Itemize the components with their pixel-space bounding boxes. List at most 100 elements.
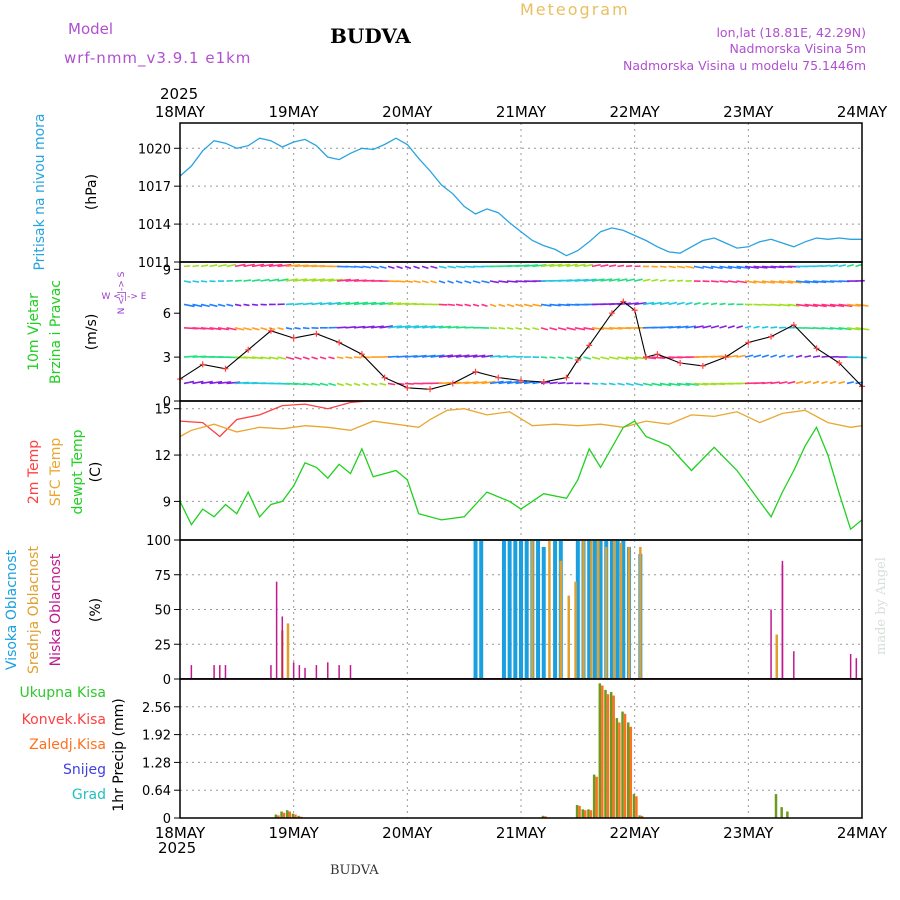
wind-vector: [608, 278, 620, 282]
wind-vector: [336, 278, 351, 282]
wind-vector: [421, 354, 436, 358]
cloud-bar-high_cloud: [479, 540, 484, 679]
wind-vector: [268, 278, 280, 282]
wind-vector: [600, 264, 609, 268]
wind-vector: [753, 280, 766, 284]
wind-vector: [702, 265, 714, 270]
wind-vector: [693, 325, 704, 329]
y-tick-label: 2.56: [142, 701, 171, 716]
wind-vector: [404, 382, 414, 385]
wind-vector: [472, 280, 481, 284]
wind-vector: [362, 382, 369, 387]
wind-vector: [336, 356, 344, 360]
y-tick-label: 1011: [138, 256, 171, 271]
cloud-bar-high_cloud: [513, 540, 518, 679]
wind-vector: [659, 382, 672, 387]
panels: 1011 1014 1017 1020 Pritisak na nivou mora (h…: [4, 113, 870, 827]
wind-vector: [829, 264, 839, 268]
credit-label: made by Angel: [874, 557, 889, 655]
precip-bar-total: [541, 815, 545, 818]
wind-vector: [770, 303, 781, 307]
wind-vector: [447, 325, 459, 329]
y-tick-label: 6: [163, 307, 171, 322]
wind-vector: [438, 280, 446, 284]
wind-vector: [226, 303, 234, 307]
wind-vector: [770, 354, 778, 358]
cloud-bar-mid_cloud: [548, 540, 551, 679]
x-tick-label-top: 20MAY: [382, 103, 433, 121]
wind-speed-marker: [222, 365, 229, 372]
wind-speed-marker: [313, 330, 320, 337]
precip-bar-total: [297, 815, 300, 818]
wind-vector: [829, 303, 845, 308]
wind-vector: [311, 278, 326, 282]
wind-vector: [234, 303, 242, 307]
year-label-bottom: 2025: [158, 839, 196, 857]
wind-compass-we: W <-|-> E: [102, 292, 147, 302]
precip-bar-total: [285, 810, 289, 818]
wind-vector: [217, 381, 232, 385]
pressure-unit: (hPa): [84, 174, 100, 210]
y-tick-label: 9: [163, 495, 171, 510]
wind-vector: [498, 327, 506, 330]
cloud-bar-low_cloud: [338, 665, 340, 679]
precip-bar-total: [626, 722, 630, 818]
wind-speed-marker: [643, 354, 650, 361]
wind-vector: [336, 382, 344, 387]
pressure-axis-title: Pritisak na nivou mora: [32, 113, 48, 270]
x-tick-label-bottom: 22MAY: [610, 824, 661, 842]
wind-speed-marker: [586, 342, 593, 349]
cloud-bar-high_cloud: [553, 540, 558, 679]
wind-vector: [719, 265, 733, 270]
wind-speed-marker: [563, 374, 570, 381]
precip-bar-freezing: [601, 685, 604, 818]
wind-vector: [200, 327, 214, 331]
wind-vector: [285, 278, 298, 282]
cloud-bar-low_cloud: [219, 665, 221, 679]
wind-vector: [710, 265, 723, 270]
wind-vector: [226, 381, 241, 385]
wind-vector: [659, 265, 667, 268]
wind-speed-marker: [495, 374, 502, 381]
wind-vector: [795, 380, 804, 385]
wind-vector: [294, 302, 304, 306]
wind-vector: [319, 278, 335, 282]
precip-bar-freezing: [618, 722, 621, 818]
cloud-bar-mid_cloud: [619, 542, 623, 679]
wind-vector: [617, 382, 625, 386]
wind-vector: [192, 280, 200, 283]
precip-legend-item: Snijeg: [63, 762, 106, 778]
wind-vector: [251, 327, 260, 331]
wind-vector: [302, 356, 310, 360]
wind-vector: [413, 265, 420, 270]
precip-bar-freezing: [288, 811, 291, 818]
panel-pressure: 1011 1014 1017 1020 Pritisak na nivou mora (h…: [32, 113, 863, 271]
panel-precip: 0 0.64 1.28 1.92 2.56 Ukupna Kisa Konvek.Kisa Z…: [19, 678, 863, 827]
wind-vector: [804, 354, 812, 358]
precip-legend-item: Grad: [72, 787, 106, 803]
x-tick-label-top: 22MAY: [610, 103, 661, 121]
precip-bar-freezing: [640, 815, 644, 818]
cloud-bar-high_cloud: [621, 540, 626, 679]
x-labels-top: 18MAY 19MAY 20MAY 21MAY 22MAY 23MAY 24MAY: [155, 103, 888, 121]
wind-vector: [217, 263, 227, 268]
wind-vector: [804, 327, 815, 330]
wind-speed-marker: [449, 380, 456, 387]
x-tick-label-bottom: 24MAY: [837, 824, 888, 842]
wind-vector: [302, 327, 310, 330]
y-tick-label: 1020: [138, 142, 171, 157]
cloud-bar-mid_cloud: [597, 540, 600, 679]
precip-bar-freezing: [584, 810, 587, 818]
wind-vector: [625, 278, 636, 282]
wind-vector: [387, 325, 402, 329]
wind-speed-marker: [620, 298, 627, 305]
wind-vector: [795, 280, 811, 284]
wind-vector: [362, 325, 375, 329]
wind-vector: [710, 280, 719, 283]
wind-vector: [311, 356, 318, 360]
x-tick-label-bottom: 18MAY: [155, 824, 206, 842]
y-tick-label: 50: [154, 604, 171, 619]
wind-vector: [277, 327, 284, 331]
x-tick-label-top: 19MAY: [269, 103, 320, 121]
wind-vector: [498, 355, 509, 358]
